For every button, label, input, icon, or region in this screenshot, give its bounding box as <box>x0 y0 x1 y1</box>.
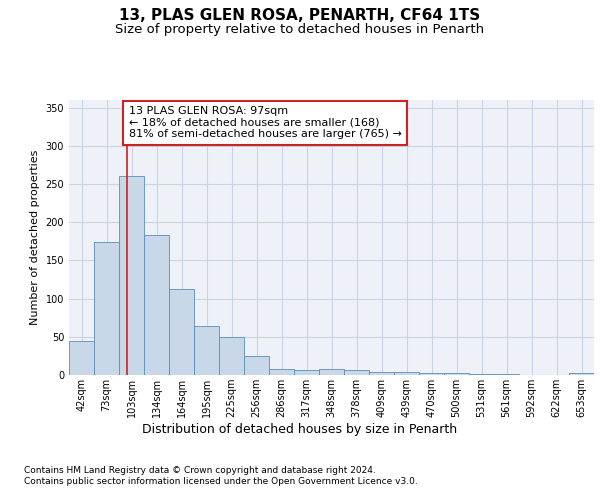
Bar <box>319 369 344 375</box>
Bar <box>344 370 369 375</box>
Bar <box>394 372 419 375</box>
Bar <box>294 370 319 375</box>
Text: Contains HM Land Registry data © Crown copyright and database right 2024.: Contains HM Land Registry data © Crown c… <box>24 466 376 475</box>
Y-axis label: Number of detached properties: Number of detached properties <box>30 150 40 325</box>
Bar <box>94 242 119 375</box>
Text: 13, PLAS GLEN ROSA, PENARTH, CF64 1TS: 13, PLAS GLEN ROSA, PENARTH, CF64 1TS <box>119 8 481 22</box>
Bar <box>219 337 244 375</box>
Bar <box>419 372 444 375</box>
Text: Distribution of detached houses by size in Penarth: Distribution of detached houses by size … <box>142 422 458 436</box>
Bar <box>169 288 194 375</box>
Bar <box>194 326 219 375</box>
Bar <box>119 176 144 375</box>
Bar <box>569 372 594 375</box>
Bar <box>269 369 294 375</box>
Bar <box>369 372 394 375</box>
Bar <box>444 372 469 375</box>
Bar <box>244 356 269 375</box>
Text: Size of property relative to detached houses in Penarth: Size of property relative to detached ho… <box>115 22 485 36</box>
Bar <box>469 374 494 375</box>
Text: 13 PLAS GLEN ROSA: 97sqm
← 18% of detached houses are smaller (168)
81% of semi-: 13 PLAS GLEN ROSA: 97sqm ← 18% of detach… <box>129 106 402 140</box>
Bar <box>69 342 94 375</box>
Text: Contains public sector information licensed under the Open Government Licence v3: Contains public sector information licen… <box>24 478 418 486</box>
Bar <box>144 235 169 375</box>
Bar <box>494 374 519 375</box>
